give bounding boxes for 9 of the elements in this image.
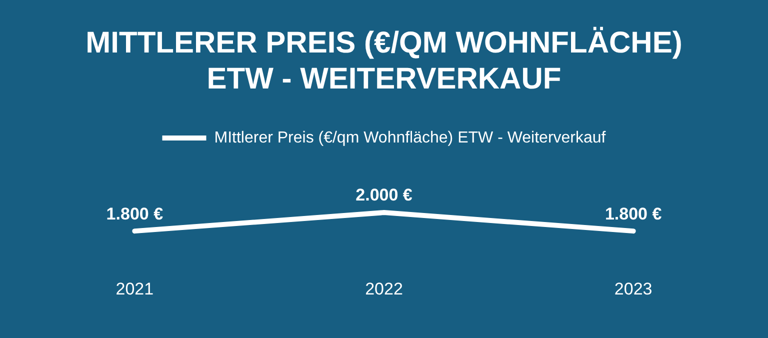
data-label: 2.000 € <box>356 186 413 205</box>
legend-label: MIttlerer Preis (€/qm Wohnfläche) ETW - Weiterverkauf <box>214 129 606 146</box>
data-label: 1.800 € <box>604 204 662 224</box>
text: MITTLERER PREIS (€/QM WOHNFLÄCHE) <box>86 26 682 60</box>
x-tick-label: 2022 <box>365 279 403 298</box>
x-tick-label: 2021 <box>116 279 154 298</box>
text: ETW - WEITERVERKAUF <box>206 62 562 96</box>
x-tick-label: 2023 <box>614 279 652 298</box>
data-label: 1.800 € <box>106 204 164 224</box>
